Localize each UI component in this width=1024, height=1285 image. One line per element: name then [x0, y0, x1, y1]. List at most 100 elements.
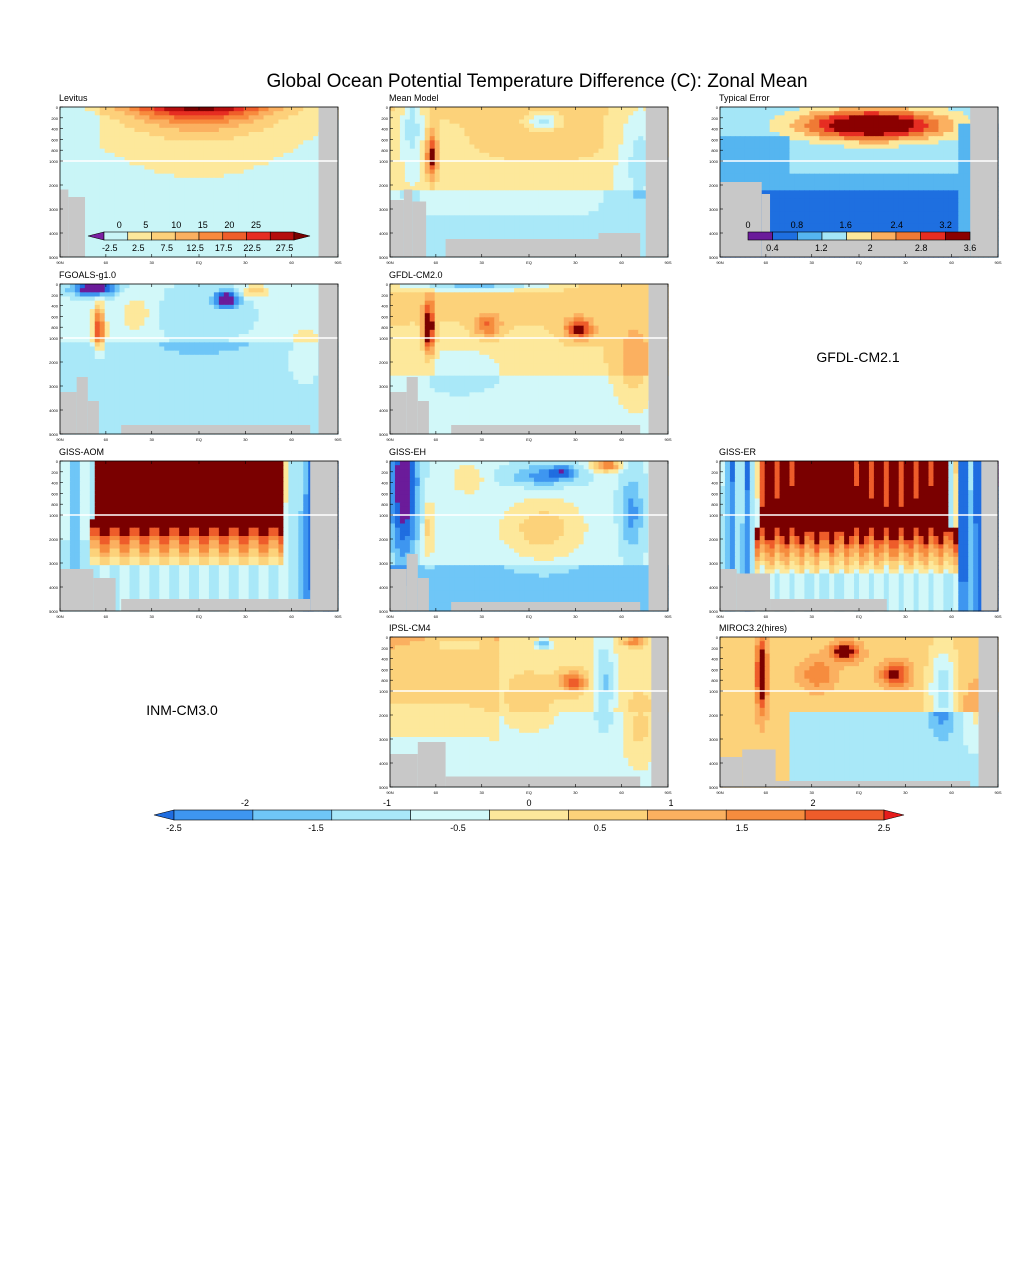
- heat-cell: [395, 153, 401, 158]
- heat-cell: [929, 111, 935, 116]
- heat-cell: [514, 170, 520, 175]
- heat-cell: [554, 211, 560, 216]
- heat-cell: [199, 124, 205, 129]
- heat-cell: [259, 128, 265, 133]
- heat-cell: [395, 195, 401, 200]
- heat-cell: [85, 236, 91, 241]
- heat-cell: [65, 170, 71, 175]
- figure-title: Global Ocean Potential Temperature Diffe…: [266, 71, 807, 92]
- heat-cell: [539, 170, 545, 175]
- heat-cell: [264, 124, 270, 129]
- heat-cell: [638, 124, 644, 129]
- heat-cell: [239, 203, 245, 208]
- heat-cell: [499, 145, 505, 150]
- heat-cell: [95, 182, 101, 187]
- heat-cell: [259, 107, 265, 112]
- heat-cell: [745, 120, 751, 125]
- heat-cell: [904, 165, 910, 170]
- heat-cell: [938, 165, 944, 170]
- heat-cell: [469, 186, 475, 191]
- heat-cell: [584, 178, 590, 183]
- heat-cell: [204, 195, 210, 200]
- heat-cell: [420, 153, 426, 158]
- heat-cell: [313, 170, 319, 175]
- heat-cell: [224, 124, 230, 129]
- heat-cell: [569, 203, 575, 208]
- heat-cell: [440, 232, 446, 237]
- heat-cell: [283, 145, 289, 150]
- heat-cell: [209, 211, 215, 216]
- heat-cell: [494, 220, 500, 225]
- heat-cell: [278, 224, 284, 229]
- heat-cell: [450, 186, 456, 191]
- heat-cell: [948, 161, 954, 166]
- heat-cell: [288, 211, 294, 216]
- heat-cell: [464, 111, 470, 116]
- heat-cell: [440, 224, 446, 229]
- heat-cell: [293, 224, 299, 229]
- heat-cell: [933, 128, 939, 133]
- heat-cell: [134, 170, 140, 175]
- heat-cell: [288, 128, 294, 133]
- heat-cell: [273, 149, 279, 154]
- heat-cell: [549, 124, 555, 129]
- heat-cell: [199, 120, 205, 125]
- heat-cell: [219, 190, 225, 195]
- heat-cell: [519, 107, 525, 112]
- heat-cell: [638, 178, 644, 183]
- heat-cell: [569, 182, 575, 187]
- heat-cell: [829, 161, 835, 166]
- heat-cell: [100, 128, 106, 133]
- heat-cell: [633, 149, 639, 154]
- heat-cell: [144, 124, 150, 129]
- heat-cell: [474, 174, 480, 179]
- heat-cell: [154, 107, 160, 112]
- heat-cell: [484, 203, 490, 208]
- heat-cell: [559, 115, 565, 120]
- heat-cell: [259, 120, 265, 125]
- heat-cell: [628, 211, 634, 216]
- heat-cell: [440, 186, 446, 191]
- heat-cell: [269, 145, 275, 150]
- heat-cell: [958, 165, 964, 170]
- heat-cell: [633, 182, 639, 187]
- heat-cell: [765, 149, 771, 154]
- heat-cell: [70, 149, 76, 154]
- heat-cell: [589, 211, 595, 216]
- heat-cell: [390, 120, 396, 125]
- heat-cell: [209, 220, 215, 225]
- heat-cell: [194, 111, 200, 116]
- heat-cell: [770, 120, 776, 125]
- heat-cell: [415, 140, 421, 145]
- heat-cell: [308, 132, 314, 137]
- heat-cell: [308, 199, 314, 204]
- heat-cell: [130, 165, 136, 170]
- heat-cell: [613, 111, 619, 116]
- heat-cell: [224, 128, 230, 133]
- heat-cell: [564, 182, 570, 187]
- heat-cell: [415, 120, 421, 125]
- heat-cell: [765, 124, 771, 129]
- heat-cell: [75, 178, 81, 183]
- heat-cell: [780, 153, 786, 158]
- heat-cell: [415, 182, 421, 187]
- heat-cell: [819, 111, 825, 116]
- heat-cell: [760, 128, 766, 133]
- heat-cell: [633, 215, 639, 220]
- heat-cell: [894, 136, 900, 141]
- heat-cell: [149, 124, 155, 129]
- heat-cell: [599, 115, 605, 120]
- heat-cell: [239, 224, 245, 229]
- heat-cell: [293, 195, 299, 200]
- heat-cell: [479, 111, 485, 116]
- heat-cell: [824, 165, 830, 170]
- heat-cell: [594, 145, 600, 150]
- heat-cell: [110, 203, 116, 208]
- heat-cell: [755, 145, 761, 150]
- heat-cell: [879, 165, 885, 170]
- heat-cell: [909, 145, 915, 150]
- heat-cell: [494, 178, 500, 183]
- heat-cell: [273, 124, 279, 129]
- heat-cell: [790, 115, 796, 120]
- heat-cell: [474, 224, 480, 229]
